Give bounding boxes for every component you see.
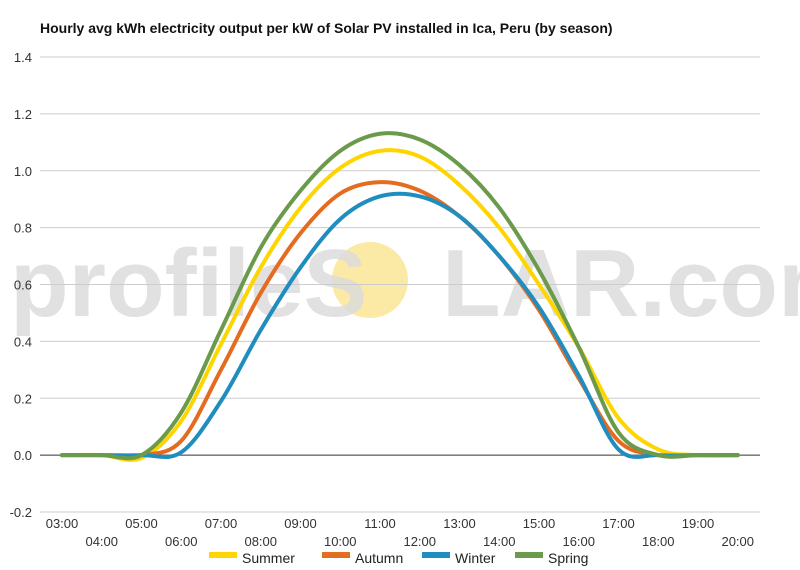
legend-item-autumn: Autumn: [322, 550, 403, 566]
x-tick-label: 05:00: [125, 516, 158, 531]
legend-swatch: [209, 552, 237, 558]
x-tick-label: 18:00: [642, 534, 675, 549]
y-tick-label: 0.2: [14, 391, 32, 406]
x-tick-label: 13:00: [443, 516, 476, 531]
series-line-autumn: [60, 180, 740, 459]
x-tick-label: 16:00: [562, 534, 595, 549]
watermark-text-part1: profileS: [10, 230, 367, 337]
x-tick-label: 12:00: [403, 534, 436, 549]
grid: [40, 56, 760, 513]
x-tick-label: 07:00: [205, 516, 238, 531]
x-tick-label: 17:00: [602, 516, 635, 531]
x-tick-label: 20:00: [721, 534, 754, 549]
x-tick-label: 11:00: [364, 516, 396, 531]
y-axis: -0.2 0.0 0.2 0.4 0.6 0.8 1.0 1.2 1.4: [10, 50, 32, 520]
y-tick-label: 1.2: [14, 107, 32, 122]
series-line-spring: [60, 131, 740, 461]
x-tick-label: 19:00: [682, 516, 715, 531]
y-tick-label: 0.8: [14, 221, 32, 236]
legend-label: Autumn: [355, 550, 403, 566]
legend-item-summer: Summer: [209, 550, 295, 566]
plot-area: [60, 131, 740, 462]
legend-label: Summer: [242, 550, 295, 566]
y-tick-label: 1.0: [14, 164, 32, 179]
y-tick-label: 0.6: [14, 278, 32, 293]
legend-label: Winter: [455, 550, 496, 566]
legend-swatch: [322, 552, 350, 558]
legend: Summer Autumn Winter Spring: [209, 550, 588, 566]
x-tick-label: 15:00: [523, 516, 556, 531]
watermark: profileSOLAR.com: [10, 230, 800, 337]
legend-swatch: [422, 552, 450, 558]
x-tick-label: 08:00: [244, 534, 277, 549]
x-tick-label: 06:00: [165, 534, 198, 549]
chart-title: Hourly avg kWh electricity output per kW…: [40, 20, 613, 36]
watermark-text-part2: O: [367, 230, 442, 337]
legend-label: Spring: [548, 550, 588, 566]
watermark-text-part3: LAR.com: [442, 230, 800, 337]
series-line-summer: [60, 148, 740, 462]
watermark-text: profileSOLAR.com: [10, 230, 800, 337]
legend-item-winter: Winter: [422, 550, 496, 566]
y-tick-label: 0.0: [14, 448, 32, 463]
x-tick-label: 03:00: [46, 516, 79, 531]
x-tick-label: 04:00: [85, 534, 118, 549]
watermark-sun-icon: [332, 242, 408, 318]
legend-item-spring: Spring: [515, 550, 588, 566]
legend-swatch: [515, 552, 543, 558]
series-line-winter: [60, 191, 740, 460]
x-tick-label: 09:00: [284, 516, 317, 531]
x-axis: 03:00 04:00 05:00 06:00 07:00 08:00 09:00 10:00…: [46, 516, 754, 549]
y-tick-label: 1.4: [14, 50, 32, 65]
y-tick-label: 0.4: [14, 334, 32, 349]
x-tick-label: 10:00: [324, 534, 357, 549]
x-tick-label: 14:00: [483, 534, 516, 549]
y-tick-label: -0.2: [10, 505, 32, 520]
